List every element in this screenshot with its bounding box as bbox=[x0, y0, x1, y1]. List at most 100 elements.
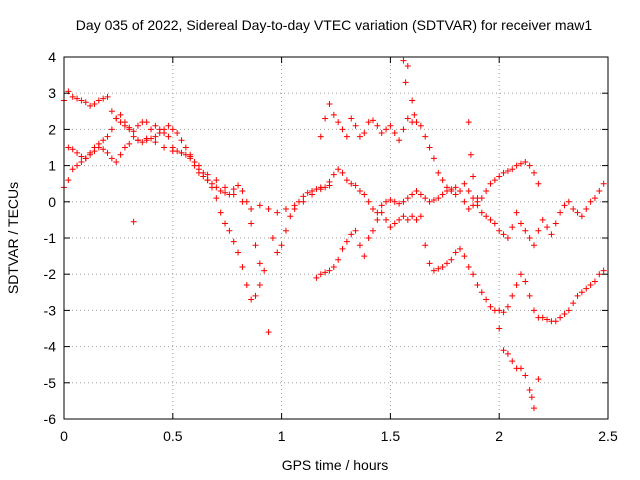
data-point bbox=[304, 189, 311, 196]
data-point bbox=[426, 260, 433, 267]
data-point bbox=[417, 213, 424, 220]
data-point bbox=[169, 148, 176, 155]
data-point bbox=[483, 213, 490, 220]
data-point bbox=[378, 209, 385, 216]
series-isolated-points bbox=[130, 57, 542, 412]
data-point bbox=[230, 238, 237, 245]
data-point bbox=[174, 130, 181, 137]
data-point bbox=[539, 216, 546, 223]
data-point bbox=[531, 169, 538, 176]
data-point bbox=[513, 162, 520, 169]
series-track-f bbox=[317, 101, 607, 249]
data-point bbox=[478, 289, 485, 296]
data-point bbox=[265, 206, 272, 213]
data-point bbox=[274, 209, 281, 216]
data-point bbox=[504, 168, 511, 175]
data-point bbox=[195, 162, 202, 169]
data-point bbox=[531, 242, 538, 249]
data-point bbox=[587, 198, 594, 205]
data-point bbox=[443, 184, 450, 191]
data-point bbox=[104, 149, 111, 156]
data-point bbox=[600, 180, 607, 187]
data-point bbox=[517, 365, 524, 372]
data-point bbox=[430, 155, 437, 162]
data-point bbox=[139, 139, 146, 146]
data-point bbox=[448, 256, 455, 263]
x-tick-label: 2 bbox=[495, 428, 503, 444]
data-point bbox=[113, 115, 120, 122]
data-point bbox=[496, 325, 503, 332]
data-point bbox=[217, 209, 224, 216]
data-point bbox=[500, 169, 507, 176]
data-point bbox=[591, 195, 598, 202]
data-point bbox=[74, 95, 81, 102]
data-point bbox=[374, 216, 381, 223]
x-axis-label: GPS time / hours bbox=[282, 457, 389, 473]
data-point bbox=[352, 182, 359, 189]
data-point bbox=[487, 216, 494, 223]
data-point bbox=[439, 177, 446, 184]
data-point bbox=[152, 122, 159, 129]
data-point bbox=[404, 63, 411, 70]
data-point bbox=[402, 79, 409, 86]
data-point bbox=[335, 166, 342, 173]
data-point bbox=[152, 139, 159, 146]
data-point bbox=[404, 115, 411, 122]
data-point bbox=[400, 57, 407, 64]
series-track-a bbox=[61, 88, 268, 274]
data-point bbox=[126, 126, 133, 133]
data-point bbox=[369, 206, 376, 213]
data-point bbox=[261, 267, 268, 274]
data-point bbox=[78, 158, 85, 165]
data-point bbox=[365, 198, 372, 205]
data-point bbox=[322, 184, 329, 191]
data-point bbox=[465, 119, 472, 126]
data-point bbox=[509, 224, 516, 231]
y-tick-label: -4 bbox=[44, 339, 57, 355]
y-tick-label: -1 bbox=[44, 230, 57, 246]
data-point bbox=[239, 187, 246, 194]
data-point bbox=[348, 115, 355, 122]
data-point bbox=[104, 93, 111, 100]
data-point bbox=[95, 144, 102, 151]
data-point bbox=[404, 195, 411, 202]
data-point bbox=[239, 263, 246, 270]
data-point bbox=[474, 282, 481, 289]
data-point bbox=[343, 133, 350, 140]
data-point bbox=[578, 213, 585, 220]
data-point bbox=[400, 198, 407, 205]
data-point bbox=[252, 292, 259, 299]
data-point bbox=[570, 300, 577, 307]
data-point bbox=[108, 155, 115, 162]
data-point bbox=[256, 282, 263, 289]
data-point bbox=[413, 216, 420, 223]
data-point bbox=[409, 97, 416, 104]
data-point bbox=[326, 267, 333, 274]
data-point bbox=[187, 153, 194, 160]
data-point bbox=[278, 242, 285, 249]
data-point bbox=[522, 227, 529, 234]
data-point bbox=[222, 220, 229, 227]
data-point bbox=[448, 187, 455, 194]
data-point bbox=[504, 350, 511, 357]
data-point bbox=[439, 263, 446, 270]
data-point bbox=[509, 166, 516, 173]
data-point bbox=[535, 227, 542, 234]
data-point bbox=[544, 224, 551, 231]
data-point bbox=[583, 285, 590, 292]
data-point bbox=[330, 171, 337, 178]
data-point bbox=[404, 216, 411, 223]
data-point bbox=[426, 144, 433, 151]
data-point bbox=[130, 133, 137, 140]
data-point bbox=[496, 173, 503, 180]
data-point bbox=[108, 108, 115, 115]
data-point bbox=[452, 191, 459, 198]
x-tick-label: 1 bbox=[278, 428, 286, 444]
data-point bbox=[500, 309, 507, 316]
data-point bbox=[504, 235, 511, 241]
y-tick-label: 1 bbox=[48, 158, 56, 174]
data-point bbox=[313, 186, 320, 193]
data-point bbox=[178, 149, 185, 156]
data-point bbox=[452, 184, 459, 191]
data-point bbox=[313, 274, 320, 281]
